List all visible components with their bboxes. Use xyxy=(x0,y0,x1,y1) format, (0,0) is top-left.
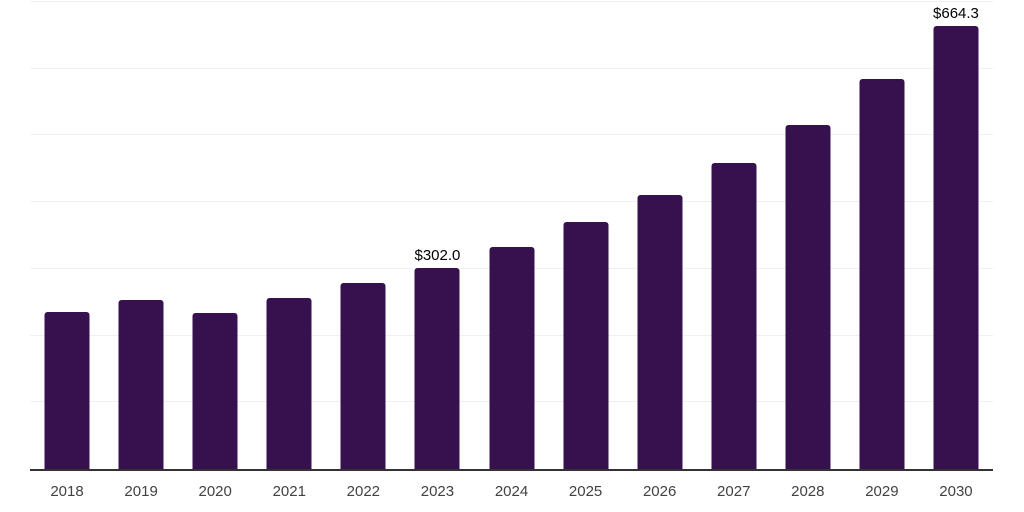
gridline-700 xyxy=(30,1,993,2)
bar-2027 xyxy=(711,162,757,469)
x-tick-2018: 2018 xyxy=(50,483,84,500)
x-tick-2025: 2025 xyxy=(568,483,603,500)
bar-2026 xyxy=(637,194,683,469)
bar-slot-2022 xyxy=(326,2,400,469)
bar-2021 xyxy=(266,298,312,469)
bar-slot-2026 xyxy=(623,2,697,469)
bar-value-label-2030: $664.3 xyxy=(933,4,979,22)
bar-2018 xyxy=(44,311,90,469)
x-axis: 2018 2019 2020 2021 2022 2023 2024 2025 2026 2027… xyxy=(30,471,993,512)
bar-2023 xyxy=(414,267,460,469)
bar-2019 xyxy=(118,299,164,469)
bar-2025 xyxy=(563,222,609,469)
bar-2024 xyxy=(489,246,534,469)
x-tick-2021: 2021 xyxy=(272,483,306,500)
bar-slot-2029 xyxy=(845,2,919,469)
bar-2022 xyxy=(340,283,386,469)
x-tick-2030: 2030 xyxy=(939,483,973,500)
x-tick-2020: 2020 xyxy=(198,483,232,500)
plot-area: $302.0 $664.3 xyxy=(30,1,993,471)
bar-2030 xyxy=(933,25,979,469)
x-tick-2026: 2026 xyxy=(642,483,677,500)
bar-slot-2024 xyxy=(474,2,548,469)
x-tick-2023: 2023 xyxy=(420,483,455,500)
bar-slot-2023: $302.0 xyxy=(400,2,474,469)
x-tick-2024: 2024 xyxy=(494,483,529,500)
bar-2020 xyxy=(192,312,238,469)
gridline-500 xyxy=(30,134,993,136)
bar-slot-2027 xyxy=(697,2,771,469)
gridline-600 xyxy=(30,67,993,69)
bar-slot-2019 xyxy=(104,2,178,469)
x-tick-2027: 2027 xyxy=(717,483,751,500)
x-tick-2019: 2019 xyxy=(124,483,158,500)
bars: $302.0 $664.3 xyxy=(30,2,993,469)
bar-2029 xyxy=(859,78,905,469)
bar-slot-2030: $664.3 xyxy=(919,2,993,469)
x-tick-2022: 2022 xyxy=(346,483,381,500)
gridline-400 xyxy=(30,201,993,203)
bar-slot-2020 xyxy=(178,2,252,469)
x-tick-2028: 2028 xyxy=(791,483,825,500)
bar-slot-2021 xyxy=(252,2,326,469)
bar-slot-2028 xyxy=(771,2,845,469)
x-tick-2029: 2029 xyxy=(865,483,899,500)
bar-value-label-2023: $302.0 xyxy=(414,246,461,264)
bar-2028 xyxy=(785,125,831,469)
bar-slot-2018 xyxy=(30,2,104,469)
bar-slot-2025 xyxy=(549,2,623,469)
